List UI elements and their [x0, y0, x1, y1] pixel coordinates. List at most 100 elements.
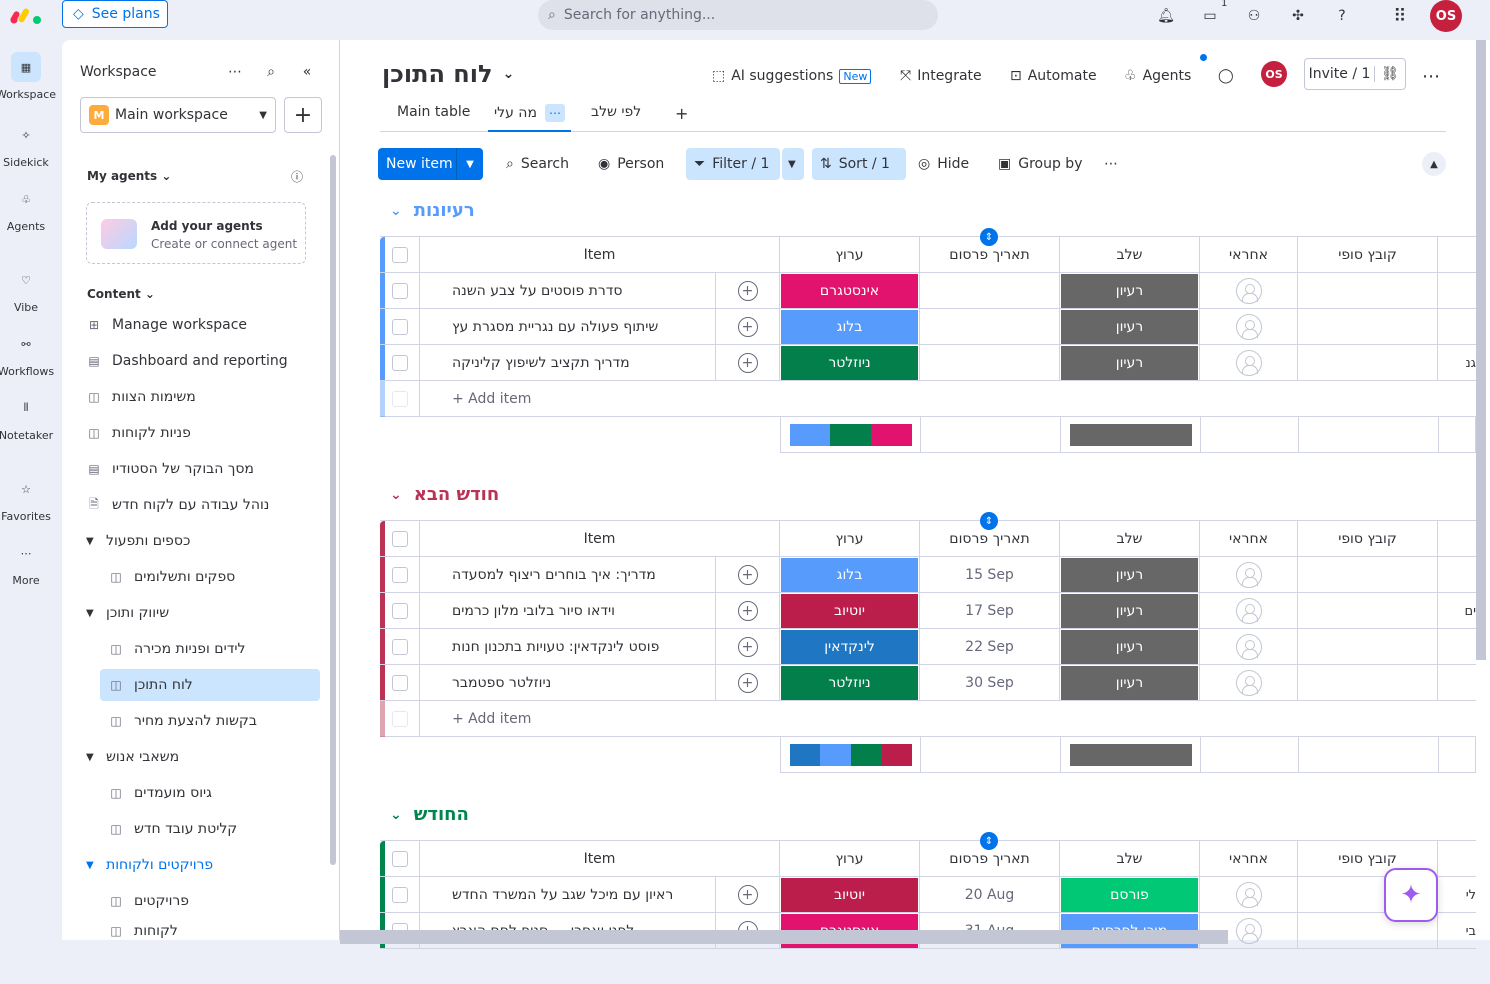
cell-upd[interactable]: + — [716, 629, 780, 665]
cell-extra[interactable] — [1438, 309, 1476, 345]
row-checkbox[interactable] — [391, 639, 408, 655]
cell-item[interactable]: מדריך תקציב לשיפוץ קליניקה — [420, 345, 716, 381]
person-placeholder-icon[interactable] — [1235, 918, 1262, 944]
add-update-icon[interactable]: + — [737, 885, 758, 905]
cell-item[interactable]: פוסט לינקדאין: טעויות בתכנון חנות — [420, 629, 716, 665]
cell-date[interactable] — [920, 309, 1060, 345]
person-placeholder-icon[interactable] — [1235, 278, 1262, 304]
filter-chevron-icon[interactable]: ▼ — [782, 148, 804, 180]
cell-file[interactable] — [1298, 913, 1438, 949]
sidebar-folder[interactable]: ▼ משאבי אנוש — [82, 741, 322, 773]
person-filter-button[interactable]: ◉ Person — [590, 148, 672, 180]
cell-owner[interactable] — [1200, 593, 1298, 629]
cell-date[interactable]: 17 Sep — [920, 593, 1060, 629]
cell-item[interactable]: שיתוף פעולה עם נגריית מסגרת עץ — [420, 309, 716, 345]
add-update-icon[interactable]: + — [737, 673, 758, 693]
cell-channel[interactable]: ניוזלטר — [780, 665, 920, 701]
person-placeholder-icon[interactable] — [1235, 634, 1262, 660]
cell-date[interactable]: 20 Aug — [920, 877, 1060, 913]
cell-extra[interactable]: בי — [1438, 913, 1476, 949]
invite-user-icon[interactable]: ⚇ — [1247, 8, 1261, 24]
header-cell-file[interactable]: קובץ סופי — [1298, 521, 1438, 557]
ai-suggestions-button[interactable]: ⬚ AI suggestions New — [712, 64, 872, 88]
help-icon[interactable]: ? — [1338, 8, 1346, 24]
person-placeholder-icon[interactable] — [1235, 562, 1262, 588]
sidebar-folder[interactable]: ▼ שיווק ותוכן — [82, 597, 322, 629]
select-all-checkbox[interactable] — [391, 247, 408, 263]
comment-icon[interactable]: ◯ — [1218, 68, 1234, 84]
hide-button[interactable]: ◎ Hide — [910, 148, 977, 180]
header-cell-channel[interactable]: ערוץ — [780, 237, 920, 273]
sidebar-folder[interactable]: ▼ פרויקטים ולקוחות — [82, 849, 322, 881]
cell-owner[interactable] — [1200, 557, 1298, 593]
my-agents-toggle[interactable]: My agents ⌄ — [87, 169, 172, 183]
bell-icon[interactable]: 🔔︎ — [1157, 8, 1175, 24]
row-checkbox[interactable] — [391, 675, 408, 691]
cell-stage[interactable]: רעיון — [1060, 309, 1200, 345]
rail-workspace[interactable]: ▦ Workspace — [0, 52, 56, 101]
group-by-button[interactable]: ▣ Group by — [990, 148, 1090, 180]
more-dots-icon[interactable]: ⋯ — [228, 64, 242, 80]
cell-date[interactable] — [920, 345, 1060, 381]
horizontal-scrollbar[interactable] — [340, 930, 1228, 944]
app-switcher-grid-icon[interactable]: ⠿ — [1393, 5, 1407, 27]
monday-logo[interactable] — [10, 4, 44, 26]
cell-cb[interactable] — [380, 557, 420, 593]
cell-stage[interactable]: רעיון — [1060, 593, 1200, 629]
apps-puzzle-icon[interactable]: ✣ — [1292, 8, 1304, 24]
collapse-sidebar-icon[interactable]: « — [302, 64, 312, 80]
cell-upd[interactable]: + — [716, 273, 780, 309]
header-cell-file[interactable]: קובץ סופי — [1298, 841, 1438, 877]
cell-channel[interactable]: בלוג — [780, 557, 920, 593]
cell-file[interactable] — [1298, 593, 1438, 629]
cell-upd[interactable]: + — [716, 877, 780, 913]
channel-status[interactable]: בלוג — [781, 310, 918, 344]
cell-owner[interactable] — [1200, 877, 1298, 913]
link-icon[interactable]: ⛓︎ — [1381, 66, 1399, 82]
stage-status[interactable]: פורסם — [1061, 878, 1198, 912]
cell-channel[interactable]: ניוזלטר — [780, 345, 920, 381]
cell-cb[interactable] — [380, 593, 420, 629]
add-workspace-item-button[interactable]: + — [284, 97, 322, 133]
cell-cb[interactable] — [380, 273, 420, 309]
cell-stage[interactable]: פורסם — [1060, 877, 1200, 913]
channel-status[interactable]: יוטיוב — [781, 878, 918, 912]
rail-more[interactable]: ⋯ More — [0, 538, 52, 588]
cell-upd[interactable]: + — [716, 309, 780, 345]
cell-item[interactable]: מדריך: איך בוחרים ריצוף למסעדה — [420, 557, 716, 593]
header-cell-item[interactable]: Item — [420, 237, 780, 273]
sidebar-item-board[interactable]: ◫ פניות לקוחות — [82, 417, 322, 449]
info-icon[interactable]: ⓘ — [290, 169, 303, 184]
sidebar-folder[interactable]: ▼ כספים ותפעול — [82, 525, 322, 557]
inbox-icon[interactable]: ▭ — [1203, 8, 1217, 24]
sidebar-scrollbar[interactable] — [330, 155, 336, 865]
new-item-button[interactable]: New item ▼ — [378, 148, 483, 180]
cell-date[interactable]: 30 Sep — [920, 665, 1060, 701]
cell-file[interactable] — [1298, 345, 1438, 381]
sort-indicator-icon[interactable]: ⇕ — [980, 512, 998, 530]
see-plans-button[interactable]: ◇ See plans — [62, 0, 168, 28]
header-cell-stage[interactable]: שלב — [1060, 841, 1200, 877]
add-item-input[interactable]: + Add item — [452, 391, 532, 407]
tab-more-icon[interactable]: ⋯ — [544, 104, 565, 122]
cell-date[interactable]: 15 Sep — [920, 557, 1060, 593]
more-dots-icon[interactable]: ⋯ — [1422, 65, 1440, 87]
more-dots-icon[interactable]: ⋯ — [1104, 156, 1118, 172]
add-update-icon[interactable]: + — [737, 353, 758, 373]
channel-status[interactable]: ניוזלטר — [781, 346, 918, 380]
add-update-icon[interactable]: + — [737, 565, 758, 585]
sidebar-item-board-locked[interactable]: ◫ גיוס מועמדים — [104, 777, 322, 809]
header-cell-channel[interactable]: ערוץ — [780, 841, 920, 877]
vertical-scrollbar[interactable] — [1476, 40, 1486, 660]
sidebar-item-doc[interactable]: 🗎︎ נוהל עבודה עם לקוח חדש — [82, 489, 322, 521]
stage-status[interactable]: רעיון — [1061, 558, 1198, 592]
chevron-down-icon[interactable]: ⌄ — [390, 202, 402, 219]
cell-owner[interactable] — [1200, 345, 1298, 381]
header-cell-date[interactable]: תאריך פרסום — [920, 841, 1060, 877]
tab-my-items[interactable]: מה עלי ⋯ — [488, 104, 571, 132]
cell-extra[interactable]: לי — [1438, 877, 1476, 913]
stage-status[interactable]: רעיון — [1061, 346, 1198, 380]
select-all-checkbox[interactable] — [391, 851, 408, 867]
cell-stage[interactable]: רעיון — [1060, 273, 1200, 309]
sort-indicator-icon[interactable]: ⇕ — [980, 832, 998, 850]
